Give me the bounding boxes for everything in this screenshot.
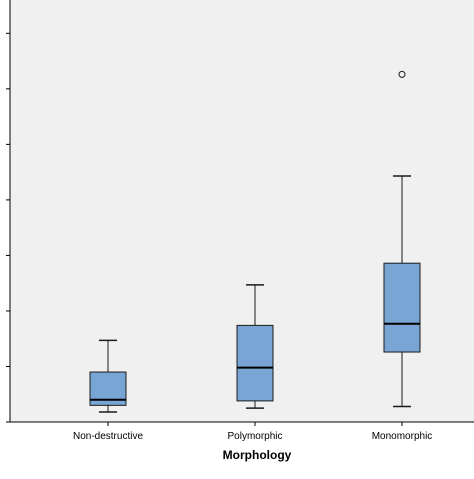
- x-axis: Non-destructive Polymorphic Monomorphic: [10, 421, 474, 442]
- box-group-2: [383, 70, 421, 408]
- box-group-1: [236, 284, 274, 409]
- x-tick-label-0: Non-destructive: [73, 431, 143, 442]
- x-tick-label-1: Polymorphic: [227, 431, 282, 442]
- box-iqr: [383, 262, 421, 353]
- x-tick-label-2: Monomorphic: [372, 431, 433, 442]
- box-group-0: [89, 339, 127, 413]
- y-axis: [6, 0, 11, 423]
- x-axis-title: Morphology: [223, 448, 292, 462]
- box-series: [89, 70, 421, 413]
- outlier-0: [398, 70, 406, 78]
- box-iqr: [236, 324, 274, 402]
